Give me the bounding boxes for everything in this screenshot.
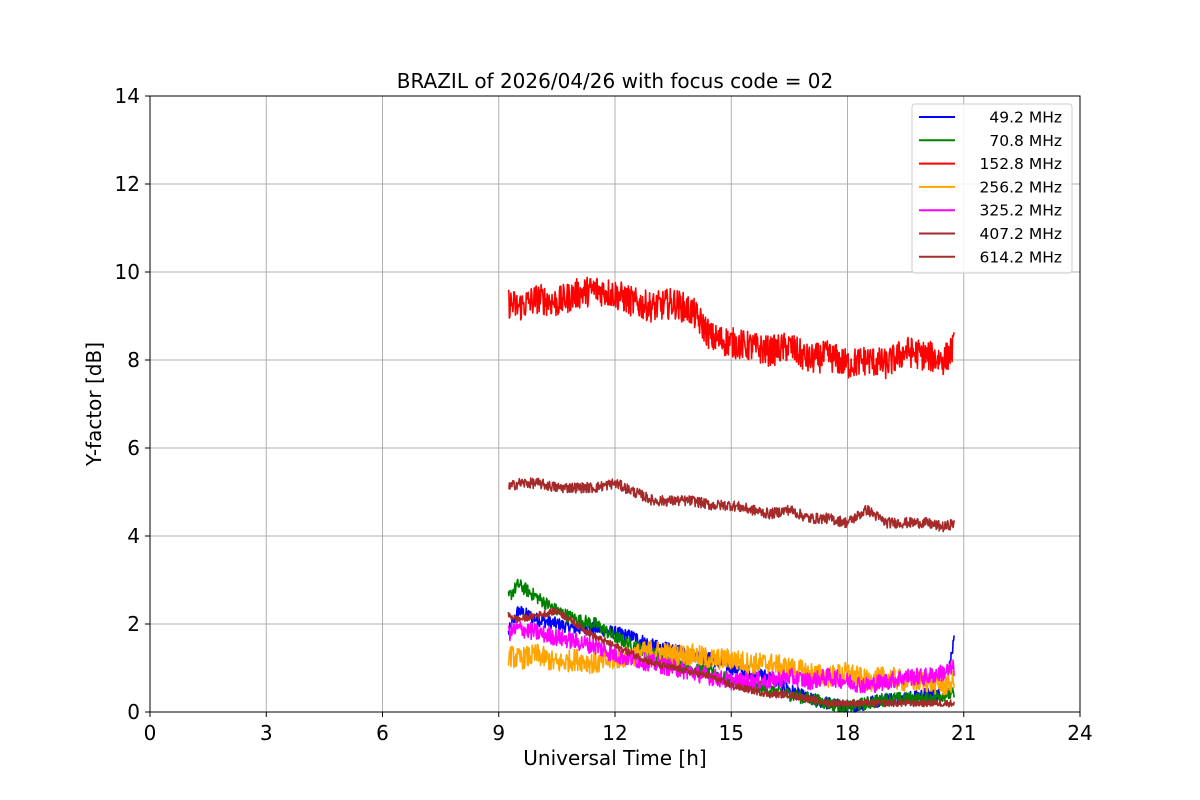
legend-entry: 407.2 MHz	[980, 225, 1062, 243]
legend-entry: 614.2 MHz	[980, 248, 1062, 266]
legend-entry: 325.2 MHz	[980, 202, 1062, 220]
y-tick-label: 14	[115, 84, 140, 108]
y-tick-label: 8	[127, 348, 140, 372]
legend-entry: 152.8 MHz	[980, 155, 1062, 173]
legend-entry: 256.2 MHz	[980, 178, 1062, 196]
x-tick-label: 12	[602, 721, 627, 745]
y-tick-label: 6	[127, 436, 140, 460]
x-tick-label: 21	[951, 721, 976, 745]
x-tick-label: 0	[144, 721, 157, 745]
x-tick-label: 18	[835, 721, 860, 745]
series-layer	[507, 276, 955, 713]
y-tick-label: 10	[115, 260, 140, 284]
x-tick-label: 6	[376, 721, 389, 745]
x-tick-label: 24	[1067, 721, 1092, 745]
series-line	[507, 640, 955, 696]
legend-entry: 70.8 MHz	[989, 132, 1062, 150]
legend-entry: 49.2 MHz	[989, 109, 1062, 127]
x-axis-label: Universal Time [h]	[523, 746, 706, 770]
series-line	[507, 276, 955, 380]
legend-box	[911, 103, 1073, 274]
y-tick-label: 2	[127, 612, 140, 636]
series-line	[508, 477, 955, 533]
y-tick-label: 12	[115, 172, 140, 196]
x-tick-label: 3	[260, 721, 273, 745]
x-tick-label: 15	[719, 721, 744, 745]
series-line	[507, 621, 955, 694]
x-tick-label: 9	[492, 721, 505, 745]
y-tick-label: 4	[127, 524, 140, 548]
y-tick-label: 0	[127, 700, 140, 724]
y-axis-label: Y-factor [dB]	[82, 342, 106, 467]
series-line	[507, 607, 955, 708]
legend: 49.2 MHz 70.8 MHz 152.8 MHz 256.2 MHz 32…	[911, 103, 1073, 274]
chart-title: BRAZIL of 2026/04/26 with focus code = 0…	[397, 69, 834, 93]
